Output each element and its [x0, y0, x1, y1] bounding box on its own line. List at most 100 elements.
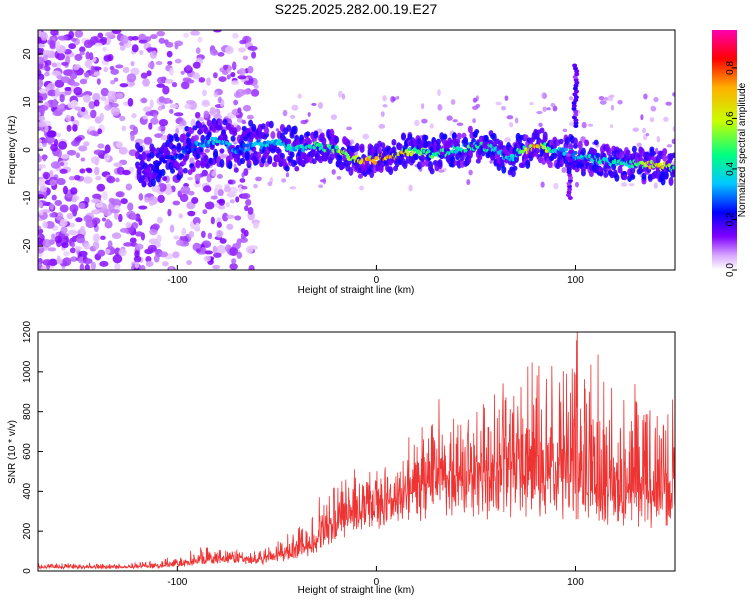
noise-blob — [210, 49, 219, 56]
noise-blob — [169, 104, 179, 109]
noise-blob — [536, 110, 543, 115]
noise-blob — [156, 216, 163, 224]
noise-blob — [290, 114, 296, 119]
noise-blob — [97, 249, 106, 257]
noise-blob — [161, 261, 169, 267]
noise-blob — [71, 37, 77, 42]
ridge-halo — [534, 146, 540, 154]
noise-blob — [134, 243, 144, 250]
noise-blob — [180, 81, 190, 90]
noise-blob — [546, 107, 551, 111]
noise-blob — [71, 197, 77, 203]
noise-blob — [90, 109, 97, 119]
noise-blob — [97, 128, 103, 135]
noise-blob — [253, 84, 259, 90]
noise-blob — [587, 123, 594, 127]
noise-blob — [56, 177, 66, 186]
noise-blob — [243, 80, 253, 86]
colorbar-label: Normalized spectral amplitude — [737, 82, 748, 217]
noise-blob — [92, 241, 100, 250]
noise-blob — [468, 169, 473, 176]
noise-blob — [229, 263, 238, 270]
noise-blob — [175, 128, 180, 135]
ridge-halo — [345, 139, 351, 147]
y-tick-label: -20 — [22, 238, 33, 253]
noise-blob — [140, 72, 148, 79]
ridge-halo — [219, 148, 225, 154]
noise-blob — [172, 251, 180, 259]
noise-blob — [150, 117, 159, 125]
noise-blob — [134, 261, 140, 269]
y-tick-label: 0 — [22, 568, 33, 574]
ridge-halo — [463, 136, 469, 144]
noise-blob — [248, 264, 255, 270]
noise-blob — [168, 266, 174, 270]
ridge-halo — [547, 159, 553, 169]
ridge-core — [562, 151, 567, 156]
noise-blob — [104, 104, 112, 111]
ridge-halo — [588, 170, 594, 178]
noise-blob — [118, 146, 128, 155]
noise-blob — [128, 149, 137, 157]
noise-blob — [38, 95, 44, 103]
noise-blob — [130, 60, 135, 67]
noise-blob — [568, 96, 574, 101]
x-tick-label: 100 — [567, 275, 584, 286]
noise-blob — [47, 247, 57, 252]
noise-blob — [60, 154, 70, 159]
noise-blob — [666, 144, 673, 148]
noise-blob — [235, 196, 240, 203]
noise-blob — [56, 132, 62, 138]
noise-blob — [42, 154, 47, 162]
noise-blob — [146, 47, 156, 52]
ridge-halo — [195, 159, 201, 169]
snr-marks — [38, 332, 675, 571]
spike-blob — [566, 170, 572, 175]
noise-blob — [213, 168, 217, 174]
noise-blob — [671, 160, 675, 166]
spike-blob — [573, 124, 579, 128]
noise-blob — [149, 50, 158, 59]
noise-blob — [234, 215, 242, 221]
ridge-halo — [641, 172, 647, 180]
ridge-halo — [619, 151, 625, 159]
ridge-halo — [592, 148, 598, 154]
noise-blob — [110, 106, 121, 116]
y-tick-label: 10 — [22, 96, 33, 108]
noise-blob — [74, 106, 82, 111]
ridge-halo — [580, 166, 586, 173]
noise-blob — [251, 51, 257, 59]
noise-blob — [472, 105, 479, 111]
ridge-halo — [264, 126, 270, 135]
noise-blob — [149, 228, 158, 236]
noise-blob — [149, 34, 158, 40]
noise-blob — [49, 40, 56, 49]
noise-blob — [193, 182, 202, 188]
noise-blob — [52, 110, 63, 117]
noise-blob — [206, 77, 211, 86]
ridge-halo — [206, 131, 212, 138]
noise-blob — [222, 70, 229, 75]
noise-blob — [195, 47, 201, 55]
noise-blob — [174, 43, 179, 50]
ridge-halo — [423, 134, 429, 141]
noise-blob — [83, 176, 93, 184]
noise-blob — [38, 163, 47, 169]
ridge-halo — [307, 139, 313, 145]
noise-blob — [69, 247, 76, 254]
noise-blob — [408, 184, 413, 192]
ridge-halo — [271, 161, 277, 168]
noise-blob — [100, 235, 106, 240]
spectrogram-y-axis-label: Frequency (Hz) — [7, 116, 18, 185]
noise-blob — [245, 245, 254, 254]
ridge-halo — [193, 134, 199, 141]
noise-blob — [238, 67, 246, 76]
noise-blob — [212, 30, 222, 33]
noise-blob — [204, 201, 215, 210]
snr-background — [38, 332, 675, 571]
ridge-halo — [614, 173, 620, 182]
noise-blob — [212, 245, 218, 254]
noise-blob — [466, 179, 471, 186]
noise-blob — [93, 71, 101, 77]
